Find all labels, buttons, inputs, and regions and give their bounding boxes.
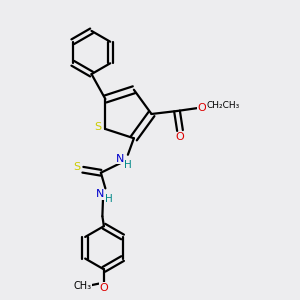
Text: CH₃: CH₃ (74, 280, 92, 291)
Text: S: S (73, 162, 80, 172)
Text: H: H (105, 194, 113, 204)
Text: H: H (124, 160, 132, 170)
Text: O: O (100, 283, 108, 293)
Text: CH₂CH₃: CH₂CH₃ (206, 101, 239, 110)
Text: S: S (94, 122, 101, 133)
Text: N: N (96, 189, 104, 200)
Text: N: N (116, 154, 124, 164)
Text: O: O (197, 103, 206, 113)
Text: O: O (176, 132, 184, 142)
